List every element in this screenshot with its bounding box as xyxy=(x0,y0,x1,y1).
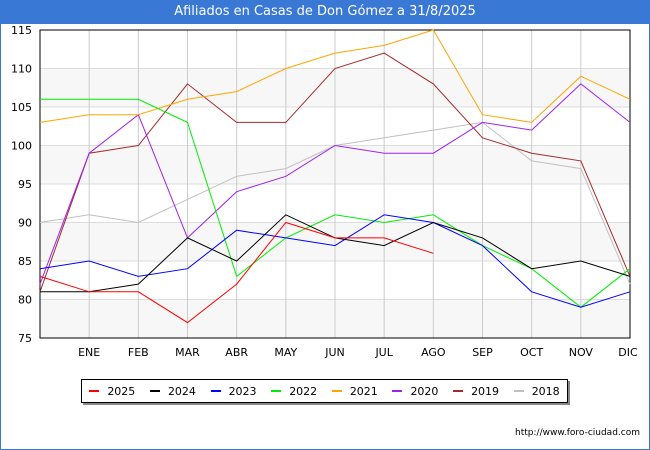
plot-border xyxy=(39,29,631,339)
y-tick-label: 85 xyxy=(18,255,32,268)
legend-label: 2023 xyxy=(228,384,257,398)
legend-label: 2024 xyxy=(167,384,196,398)
legend-label: 2020 xyxy=(410,384,439,398)
legend-item-2018: 2018 xyxy=(513,384,560,398)
legend-swatch xyxy=(149,390,160,392)
x-tick-label: AGO xyxy=(421,346,446,359)
series-line-2023 xyxy=(39,214,631,308)
legend-swatch xyxy=(210,390,221,392)
legend-item-2019: 2019 xyxy=(453,385,499,398)
legend-swatch xyxy=(89,390,100,392)
y-tick-label: 115 xyxy=(11,24,32,37)
legend-item-2024: 2024 xyxy=(149,384,196,398)
legend-swatch xyxy=(453,390,464,392)
legend-swatch xyxy=(392,390,403,392)
legend-item-2021: 2021 xyxy=(331,384,378,398)
legend-item-2025: 2025 xyxy=(89,385,135,398)
legend-label: 2019 xyxy=(471,384,500,398)
x-tick-label: ENE xyxy=(78,346,100,359)
y-tick-label: 75 xyxy=(18,332,32,345)
y-tick-label: 100 xyxy=(11,140,32,153)
x-tick-label: ABR xyxy=(225,346,248,359)
legend-item-2022: 2022 xyxy=(271,385,317,398)
series-line-2021 xyxy=(39,29,631,123)
x-tick-label: NOV xyxy=(569,346,594,359)
legend-label: 2018 xyxy=(531,384,560,398)
x-tick-label: MAR xyxy=(175,346,200,359)
x-tick-label: SEP xyxy=(472,346,493,359)
legend: 2025 2024 2023 2022 2021 2020 2019 2018 xyxy=(81,379,568,403)
y-tick-label: 105 xyxy=(11,101,32,114)
legend-label: 2022 xyxy=(289,384,318,398)
y-tick-label: 80 xyxy=(18,294,32,307)
x-tick-label: JUL xyxy=(374,346,393,359)
y-tick-label: 110 xyxy=(11,63,32,76)
legend-swatch xyxy=(331,390,342,392)
legend-label: 2025 xyxy=(107,384,136,398)
legend-item-2020: 2020 xyxy=(392,385,438,398)
legend-swatch xyxy=(271,390,282,392)
legend-swatch xyxy=(513,390,524,392)
x-tick-label: MAY xyxy=(274,346,297,359)
legend-item-2023: 2023 xyxy=(210,384,257,398)
x-tick-label: FEB xyxy=(128,346,149,359)
y-tick-label: 95 xyxy=(18,178,32,191)
x-tick-label: JUN xyxy=(324,346,345,359)
series-line-2025 xyxy=(39,221,434,324)
x-tick-label: DIC xyxy=(618,346,638,359)
y-tick-label: 90 xyxy=(18,217,32,230)
chart-title: Afiliados en Casas de Don Gómez a 31/8/2… xyxy=(0,0,650,24)
source-url: http://www.foro-ciudad.com xyxy=(515,428,640,438)
series-line-2019 xyxy=(39,52,631,292)
legend-label: 2021 xyxy=(349,384,378,398)
x-tick-label: OCT xyxy=(520,346,543,359)
